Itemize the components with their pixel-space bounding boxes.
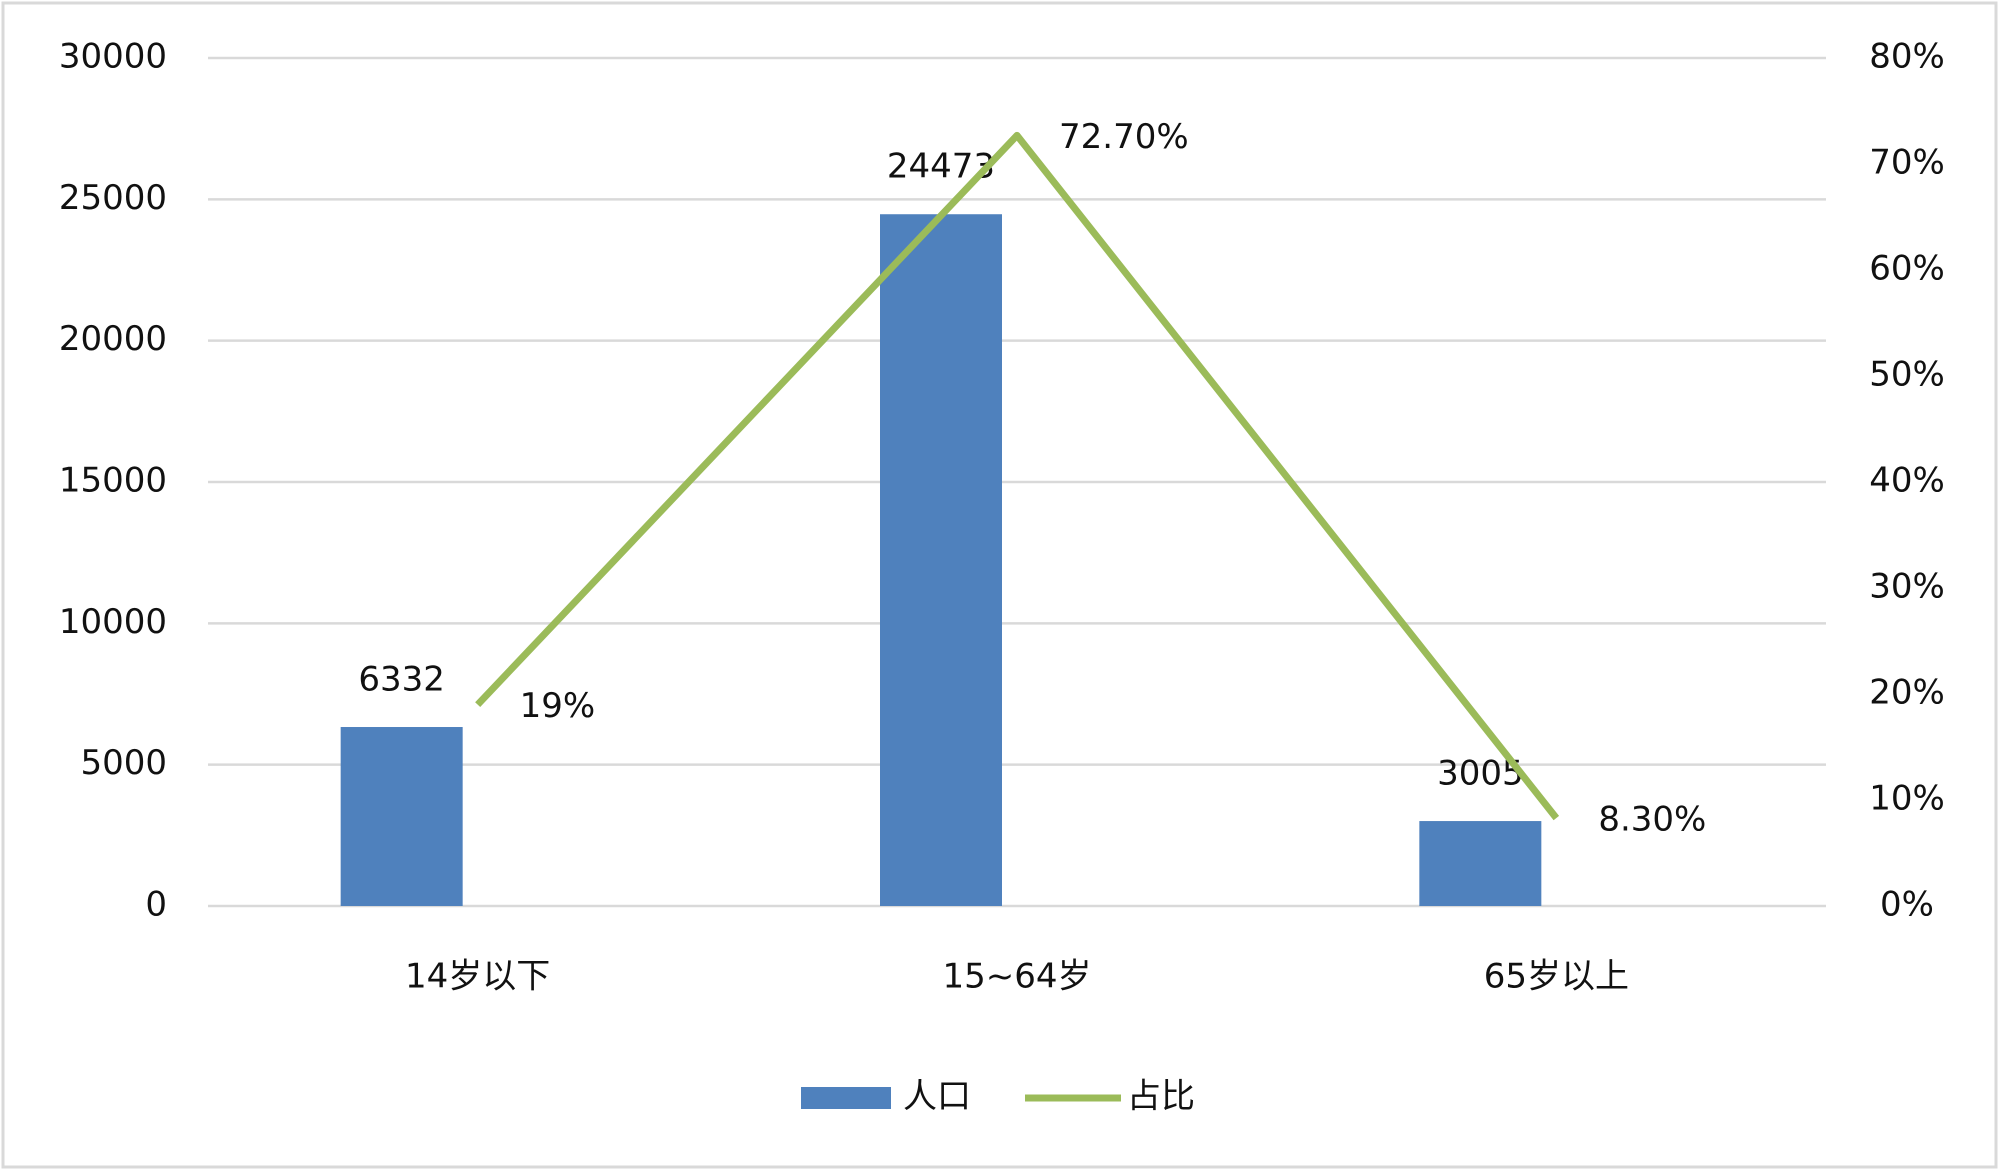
data-label: 19% xyxy=(520,686,596,726)
y-tick-label: 20000 xyxy=(59,319,167,359)
bar xyxy=(880,214,1002,907)
y2-tick-label: 70% xyxy=(1869,143,1945,183)
data-label: 6332 xyxy=(358,660,445,700)
y-tick-label: 0 xyxy=(145,885,167,925)
y2-tick-label: 0% xyxy=(1880,885,1934,925)
x-tick-label: 65岁以上 xyxy=(1484,957,1629,997)
bar xyxy=(1419,821,1542,906)
bar xyxy=(340,727,463,906)
y2-tick-label: 40% xyxy=(1869,461,1945,501)
y-tick-label: 30000 xyxy=(59,37,167,77)
y-tick-label: 15000 xyxy=(59,461,167,501)
y2-tick-label: 80% xyxy=(1869,37,1945,77)
x-tick-label: 14岁以下 xyxy=(405,957,550,997)
y-tick-label: 5000 xyxy=(80,743,167,783)
y2-tick-label: 60% xyxy=(1869,249,1945,289)
data-label: 24473 xyxy=(887,147,995,187)
data-label: 72.70% xyxy=(1059,117,1189,157)
y2-tick-label: 10% xyxy=(1869,779,1945,819)
data-label: 8.30% xyxy=(1598,800,1706,840)
y2-tick-label: 50% xyxy=(1869,355,1945,395)
y-tick-label: 10000 xyxy=(59,602,167,642)
line xyxy=(475,131,1560,821)
y-tick-label: 25000 xyxy=(59,178,167,218)
y2-tick-label: 20% xyxy=(1869,673,1945,713)
legend-label: 人口 xyxy=(903,1077,971,1117)
legend-swatch xyxy=(801,1087,891,1109)
x-tick-label: 15~64岁 xyxy=(942,957,1091,997)
legend-label: 占比 xyxy=(1127,1077,1195,1117)
y2-tick-label: 30% xyxy=(1869,567,1945,607)
